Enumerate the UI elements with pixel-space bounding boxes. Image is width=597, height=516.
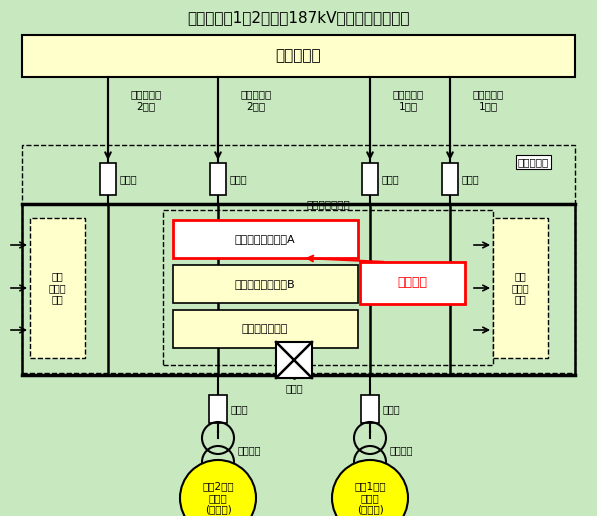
Text: 遮断器: 遮断器 [120, 174, 138, 184]
Text: 保護
リレー
装置: 保護 リレー 装置 [48, 271, 66, 304]
Text: 主変圧器: 主変圧器 [238, 445, 261, 455]
Text: 遮断器: 遮断器 [231, 404, 248, 414]
Bar [173, 220, 358, 258]
Bar [30, 218, 85, 358]
Bar [100, 163, 116, 195]
Text: 伊方1号機
発電機
(運転中): 伊方1号機 発電機 (運転中) [354, 481, 386, 514]
Text: 大洲変電所: 大洲変電所 [276, 49, 321, 63]
Bar [361, 395, 379, 423]
Bar [210, 163, 226, 195]
Text: 保護
リレー
装置: 保護 リレー 装置 [511, 271, 529, 304]
Text: 主保護リレー装置A: 主保護リレー装置A [235, 234, 296, 244]
Text: 後備リレー装置: 後備リレー装置 [242, 324, 288, 334]
Circle shape [180, 460, 256, 516]
Text: 遮断器: 遮断器 [382, 174, 399, 184]
Bar [493, 218, 548, 358]
Bar [276, 342, 312, 378]
Text: 主保護リレー装置B: 主保護リレー装置B [235, 279, 296, 289]
Text: 伊方北幹線
1号線: 伊方北幹線 1号線 [472, 89, 504, 111]
Text: 伊方発電所1、2号機　187kV送電線系統概略図: 伊方発電所1、2号機 187kV送電線系統概略図 [187, 10, 410, 25]
Bar [362, 163, 378, 195]
Text: 伊方北幹線
2号線: 伊方北幹線 2号線 [241, 89, 272, 111]
Text: 主変圧器: 主変圧器 [390, 445, 414, 455]
Text: 当該箇所: 当該箇所 [397, 277, 427, 289]
Bar [173, 265, 358, 303]
Text: 遮断器: 遮断器 [230, 174, 248, 184]
Text: 保護リレー装置: 保護リレー装置 [306, 199, 350, 209]
Bar [22, 145, 575, 373]
Text: 遮断器: 遮断器 [462, 174, 479, 184]
Text: 遮断器: 遮断器 [285, 383, 303, 393]
Bar [442, 163, 458, 195]
Circle shape [332, 460, 408, 516]
Text: 伊方2号機
発電機
(運転中): 伊方2号機 発電機 (運転中) [202, 481, 234, 514]
Text: 伊方発電所: 伊方発電所 [518, 157, 549, 167]
Text: 伊方南幹線
2号線: 伊方南幹線 2号線 [130, 89, 162, 111]
Bar [163, 210, 493, 365]
Bar [360, 262, 465, 304]
Text: 伊方南幹線
1号線: 伊方南幹線 1号線 [392, 89, 424, 111]
Bar [22, 35, 575, 77]
Bar [209, 395, 227, 423]
Bar [173, 310, 358, 348]
Text: 遮断器: 遮断器 [383, 404, 401, 414]
